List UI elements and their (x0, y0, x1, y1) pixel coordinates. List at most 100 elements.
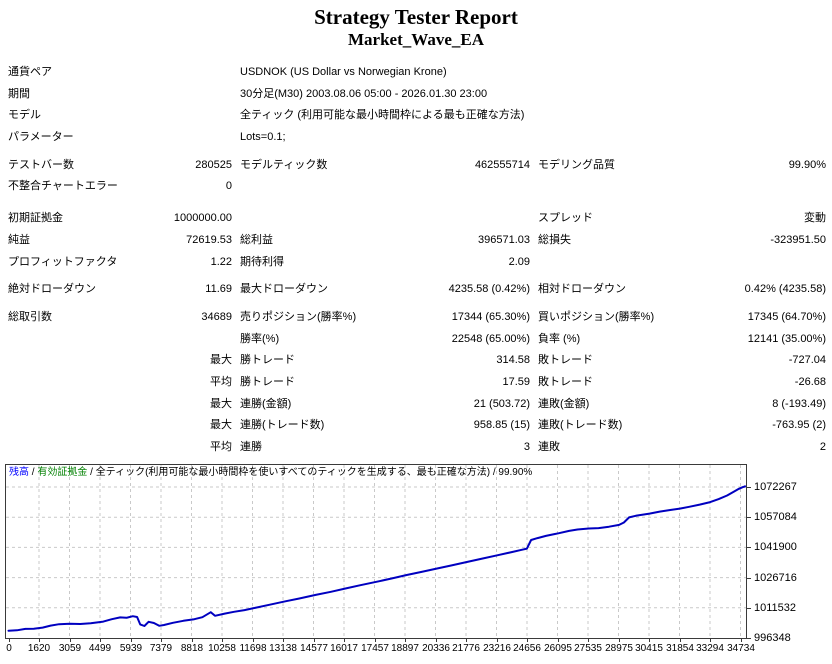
x-axis-tick (436, 639, 437, 642)
row-value: 変動 (804, 212, 826, 225)
table-row: 絶対ドローダウン 11.69 最大ドローダウン 4235.58 (0.42%) 相対ドロ… (8, 279, 832, 301)
report-table: 通貨ペア USDNOK (US Dollar vs Norwegian Krone… (0, 62, 832, 459)
row-label: 総損失 (538, 233, 571, 246)
x-axis-label: 7379 (149, 643, 173, 654)
y-axis-tick (747, 578, 751, 579)
row-label: 最大 (210, 419, 232, 432)
row-label: プロフィットファクタ (8, 255, 118, 268)
table-row: 期間 30分足(M30) 2003.08.06 05:00 - 2026.01.3… (8, 84, 832, 106)
row-value: 2 (819, 441, 826, 453)
y-axis-label: 996348 (754, 632, 791, 644)
x-axis-label: 34734 (727, 643, 755, 654)
x-axis-tick (100, 639, 101, 642)
x-axis-label: 3059 (58, 643, 82, 654)
row-value: 17345 (64.70%) (747, 310, 826, 323)
x-axis-tick (192, 639, 193, 642)
table-row: 純益 72619.53 総利益 396571.03 総損失 -323951.50 (8, 230, 832, 252)
table-row: 最大 連勝(トレード数) 958.85 (15) 連敗(トレード数) -763.95 (… (8, 415, 832, 437)
table-row: 最大 連勝(金額) 21 (503.72) 連敗(金額) 8 (-193.49) (8, 394, 832, 416)
row-label: 連敗(金額) (538, 397, 590, 410)
row-label: 最大ドローダウン (240, 283, 328, 296)
table-row: パラメーター Lots=0.1; (8, 127, 832, 149)
balance-chart: 残高 / 有効証拠金 / 全ティック(利用可能な最小時間枠を使いすべてのティック… (5, 464, 747, 639)
x-axis-label: 8818 (180, 643, 204, 654)
row-value: 1.22 (210, 255, 232, 268)
legend-equity-label: 有効証拠金 (37, 467, 88, 478)
row-value: -763.95 (2) (772, 419, 826, 432)
row-label: 平均 (210, 441, 232, 453)
x-axis-tick (314, 639, 315, 642)
y-axis-label: 1057084 (754, 511, 797, 523)
x-axis-tick (70, 639, 71, 642)
row-label: 連勝 (240, 441, 262, 453)
x-axis-label: 5939 (119, 643, 143, 654)
legend-balance-label: 残高 (9, 467, 29, 478)
row-value: 21 (503.72) (473, 397, 530, 410)
row-value: 4235.58 (0.42%) (448, 283, 530, 296)
row-label: 総取引数 (8, 310, 52, 323)
row-label: 絶対ドローダウン (8, 283, 96, 296)
row-label: 期間 (8, 87, 30, 100)
y-axis-tick (747, 517, 751, 518)
row-spacer (8, 198, 832, 208)
table-row: 平均 勝トレード 17.59 敗トレード -26.68 (8, 372, 832, 394)
row-label: スプレッド (538, 212, 593, 225)
row-label: モデルティック数 (240, 158, 328, 171)
equity-curve-plot (6, 465, 746, 638)
x-axis-tick (131, 639, 132, 642)
x-axis-tick (253, 639, 254, 642)
x-axis-label: 33294 (696, 643, 724, 654)
x-axis-label: 20336 (422, 643, 450, 654)
row-value: -323951.50 (770, 233, 826, 246)
x-axis-tick (466, 639, 467, 642)
x-axis-label: 23216 (483, 643, 511, 654)
row-label: 純益 (8, 233, 30, 246)
row-value: 12141 (35.00%) (747, 332, 826, 345)
row-label: 通貨ペア (8, 66, 52, 78)
table-row: 勝率(%) 22548 (65.00%) 負率 (%) 12141 (35.00%) (8, 329, 832, 351)
row-label: 敗トレード (538, 354, 593, 367)
legend-separator: / (29, 467, 38, 478)
row-value: 8 (-193.49) (772, 397, 826, 410)
x-axis-tick (619, 639, 620, 642)
x-axis-label: 10258 (208, 643, 236, 654)
y-axis-tick (747, 608, 751, 609)
row-value: 72619.53 (186, 233, 232, 246)
x-axis-tick (283, 639, 284, 642)
table-row: 初期証拠金 1000000.00 スプレッド 変動 (8, 208, 832, 230)
x-axis-label: 13138 (269, 643, 297, 654)
page-title: Strategy Tester Report (314, 5, 518, 29)
row-value: 17344 (65.30%) (451, 310, 530, 323)
row-value: 99.90% (788, 158, 826, 171)
row-label: モデリング品質 (538, 158, 615, 171)
table-row: プロフィットファクタ 1.22 期待利得 2.09 (8, 252, 832, 274)
y-axis-label: 1041900 (754, 541, 797, 553)
y-axis-label: 1072267 (754, 481, 797, 493)
x-axis-tick (588, 639, 589, 642)
row-value: 34689 (201, 310, 232, 323)
row-label: 最大 (210, 397, 232, 410)
row-value: 396571.03 (478, 233, 530, 246)
row-label: 連敗 (538, 441, 560, 453)
row-value: 462555714 (474, 158, 530, 171)
balance-curve (7, 485, 746, 632)
x-axis-tick (405, 639, 406, 642)
row-label: 売りポジション(勝率%) (240, 310, 357, 323)
y-axis-tick (747, 638, 751, 639)
x-axis-tick (222, 639, 223, 642)
x-axis-label: 27535 (574, 643, 602, 654)
x-axis-tick (558, 639, 559, 642)
row-label: 買いポジション(勝率%) (538, 310, 655, 323)
row-value: USDNOK (US Dollar vs Norwegian Krone) (240, 66, 447, 78)
row-label: 総利益 (240, 233, 273, 246)
row-label: 不整合チャートエラー (8, 180, 118, 193)
row-value: 22548 (65.00%) (451, 332, 530, 345)
x-axis-tick (161, 639, 162, 642)
row-value: 280525 (195, 158, 232, 171)
y-axis-label: 1026716 (754, 572, 797, 584)
x-axis-label: 28975 (605, 643, 633, 654)
row-label: モデル (8, 109, 41, 122)
x-axis-label: 14577 (300, 643, 328, 654)
x-axis-label: 0 (6, 643, 12, 654)
